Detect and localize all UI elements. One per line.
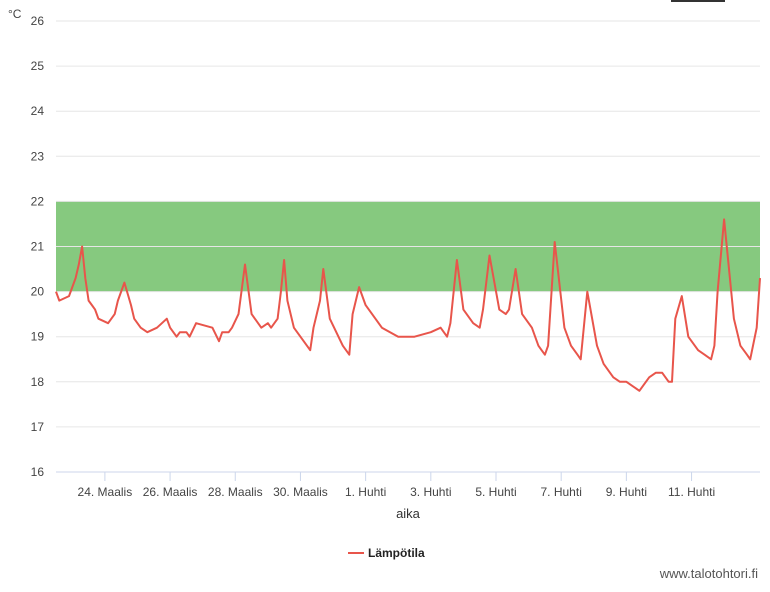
top-right-bar xyxy=(671,0,725,2)
x-tick-label: 28. Maalis xyxy=(208,485,263,499)
y-tick-label: 23 xyxy=(31,149,45,163)
legend-label[interactable]: Lämpötila xyxy=(368,546,425,560)
legend[interactable]: Lämpötila xyxy=(348,546,425,560)
y-tick-label: 21 xyxy=(31,240,45,254)
x-tick-label: 7. Huhti xyxy=(541,485,582,499)
x-tick-label: 11. Huhti xyxy=(668,485,715,499)
y-tick-label: 17 xyxy=(31,420,45,434)
x-tick-label: 30. Maalis xyxy=(273,485,328,499)
site-credit[interactable]: www.talotohtori.fi xyxy=(659,566,758,581)
x-tick-label: 1. Huhti xyxy=(345,485,386,499)
x-tick-label: 9. Huhti xyxy=(606,485,647,499)
y-tick-label: 20 xyxy=(31,285,45,299)
x-tick-label: 5. Huhti xyxy=(475,485,516,499)
x-axis-title: aika xyxy=(396,506,421,521)
series-line-lampotila[interactable] xyxy=(55,218,761,392)
y-tick-label: 25 xyxy=(31,59,45,73)
y-tick-label: 22 xyxy=(31,194,45,208)
x-tick-label: 26. Maalis xyxy=(143,485,198,499)
y-unit-label: °C xyxy=(8,7,22,21)
y-tick-label: 18 xyxy=(31,375,45,389)
y-tick-label: 24 xyxy=(31,104,45,118)
y-axis-ticks: 16 17 18 19 20 21 22 23 24 25 26 xyxy=(31,14,45,479)
x-tick-label: 24. Maalis xyxy=(78,485,133,499)
x-tick-label: 3. Huhti xyxy=(410,485,451,499)
x-axis-ticks: 24. Maalis 26. Maalis 28. Maalis 30. Maalis… xyxy=(78,472,715,499)
y-tick-label: 26 xyxy=(31,14,45,28)
y-tick-label: 19 xyxy=(31,330,45,344)
y-tick-label: 16 xyxy=(31,465,45,479)
